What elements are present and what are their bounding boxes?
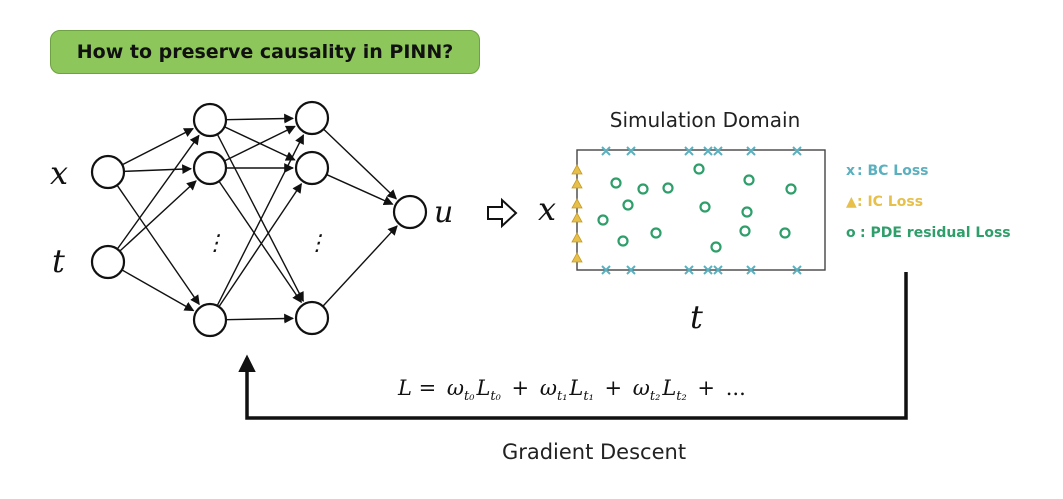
connection-arrow bbox=[216, 134, 305, 307]
pde-point bbox=[637, 183, 649, 195]
hidden-neuron bbox=[294, 100, 330, 136]
domain-title: Simulation Domain bbox=[610, 108, 801, 132]
pde-point bbox=[699, 201, 711, 213]
pde-point bbox=[785, 183, 797, 195]
hidden-layer-1 bbox=[192, 102, 228, 338]
legend-pde-label: : PDE residual Loss bbox=[860, 225, 1011, 241]
bc-point bbox=[601, 146, 611, 156]
connection-arrow bbox=[119, 180, 197, 252]
connection-arrow bbox=[218, 180, 302, 304]
hidden-layer-2 bbox=[294, 100, 330, 336]
legend-bc-marker: x bbox=[846, 163, 855, 179]
implies-arrow-icon bbox=[487, 197, 518, 229]
question-text: How to preserve causality in PINN? bbox=[76, 41, 454, 63]
bc-point bbox=[703, 265, 713, 275]
domain-box bbox=[576, 149, 826, 271]
pde-point bbox=[739, 225, 751, 237]
pde-point bbox=[741, 206, 753, 218]
connection-arrow bbox=[123, 164, 192, 174]
hidden-neuron bbox=[294, 300, 330, 336]
ellipsis-layer-1: ⋮ bbox=[204, 231, 226, 256]
bc-point bbox=[684, 146, 694, 156]
connection-arrow bbox=[218, 182, 302, 308]
bc-point bbox=[713, 265, 723, 275]
hidden-neuron bbox=[294, 150, 330, 186]
hidden-neuron bbox=[192, 102, 228, 138]
pde-point bbox=[662, 182, 674, 194]
connection-arrow bbox=[116, 184, 200, 306]
bc-point bbox=[684, 265, 694, 275]
pde-point bbox=[610, 177, 622, 189]
pde-point bbox=[710, 241, 722, 253]
pde-point bbox=[743, 174, 755, 186]
pde-point bbox=[650, 227, 662, 239]
bc-point bbox=[703, 146, 713, 156]
bc-point bbox=[792, 265, 802, 275]
connection-arrow bbox=[216, 133, 304, 302]
pde-point bbox=[779, 227, 791, 239]
ic-point bbox=[571, 252, 583, 263]
pde-point bbox=[617, 235, 629, 247]
network-connections bbox=[116, 113, 398, 324]
ic-point bbox=[571, 212, 583, 223]
connection-arrow bbox=[225, 113, 294, 124]
connection-arrow bbox=[224, 125, 296, 162]
legend-ic-label: : IC Loss bbox=[857, 194, 923, 210]
connection-arrow bbox=[326, 173, 394, 206]
question-badge: How to preserve causality in PINN? bbox=[50, 30, 480, 74]
bc-point bbox=[601, 265, 611, 275]
connection-arrow bbox=[225, 313, 294, 324]
hidden-neuron bbox=[192, 302, 228, 338]
feedback-arrow bbox=[238, 272, 908, 420]
domain-time-label: t bbox=[690, 298, 703, 336]
connection-arrow bbox=[121, 269, 195, 312]
ic-point bbox=[571, 198, 583, 209]
bc-point bbox=[746, 146, 756, 156]
ellipsis-layer-2: ⋮ bbox=[306, 231, 328, 256]
pde-point bbox=[622, 199, 634, 211]
input-layer bbox=[90, 154, 126, 280]
domain-markers bbox=[571, 146, 802, 275]
loss-formula: L = ωt₀Lt₀ + ωt₁Lt₁ + ωt₂Lt₂ + ... bbox=[397, 376, 746, 405]
pde-point bbox=[597, 214, 609, 226]
legend: x : BC Loss ▲ : IC Loss o : PDE residual… bbox=[846, 163, 1011, 241]
connection-arrow bbox=[116, 134, 200, 250]
ic-point bbox=[571, 164, 583, 175]
ic-point bbox=[571, 232, 583, 243]
input-neuron-x bbox=[90, 154, 126, 190]
bc-point bbox=[626, 265, 636, 275]
domain-space-label: x bbox=[538, 190, 556, 228]
legend-ic-marker: ▲ bbox=[846, 194, 857, 210]
pde-point bbox=[693, 163, 705, 175]
connection-arrow bbox=[322, 225, 398, 307]
connection-arrow bbox=[121, 128, 194, 166]
bc-point bbox=[713, 146, 723, 156]
feedback-label: Gradient Descent bbox=[502, 440, 686, 464]
output-neuron bbox=[392, 194, 428, 230]
ic-point bbox=[571, 178, 583, 189]
connection-arrow bbox=[323, 128, 397, 200]
input-label-x: x bbox=[50, 154, 68, 192]
input-neuron-t bbox=[90, 244, 126, 280]
bc-point bbox=[626, 146, 636, 156]
legend-pde-marker: o bbox=[846, 225, 856, 241]
bc-point bbox=[792, 146, 802, 156]
input-label-t: t bbox=[52, 242, 65, 280]
hidden-neuron bbox=[192, 150, 228, 186]
output-label-u: u bbox=[434, 195, 453, 230]
bc-point bbox=[746, 265, 756, 275]
legend-bc-label: : BC Loss bbox=[857, 163, 929, 179]
